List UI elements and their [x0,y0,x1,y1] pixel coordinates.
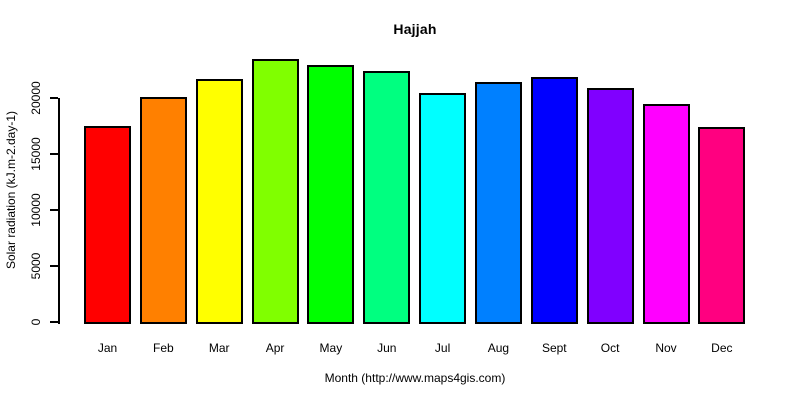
y-axis-line [58,98,60,324]
bar-nov [642,103,690,324]
x-tick-label: Apr [265,341,285,355]
y-tick-label: 20000 [29,81,43,115]
x-tick-label: Nov [655,341,677,355]
bar-aug [474,81,522,324]
bar-dec [698,127,746,324]
bar-jun [363,71,411,324]
y-tick-mark [50,265,58,268]
y-tick-mark [50,209,58,212]
y-tick-mark [50,153,58,156]
bar-mar [195,79,243,324]
y-tick-label: 5000 [29,252,43,280]
x-tick-label: Jan [97,341,118,355]
x-tick-label: Mar [208,341,230,355]
bar-feb [139,97,187,324]
bar-sept [530,77,578,324]
y-tick-mark [50,321,58,323]
x-tick-label: Jul [434,341,451,355]
bar-jan [84,126,131,324]
x-tick-label: Dec [711,341,733,355]
bar-may [307,64,355,324]
y-tick-mark [50,97,58,100]
y-tick-label: 15000 [29,137,43,171]
x-axis-label: Month (http://www.maps4gis.com) [324,371,506,385]
bar-jul [419,92,467,324]
x-tick-label: Sept [541,341,567,355]
y-tick-label: 10000 [29,193,43,227]
y-tick-label: 0 [29,318,43,326]
bar-apr [251,59,299,324]
chart-title: Hajjah [393,21,437,37]
x-tick-label: May [319,341,343,355]
x-tick-label: Oct [600,341,620,355]
x-tick-label: Aug [487,341,510,355]
bar-oct [586,88,634,324]
x-tick-label: Jun [377,341,397,355]
x-tick-label: Feb [153,341,174,355]
